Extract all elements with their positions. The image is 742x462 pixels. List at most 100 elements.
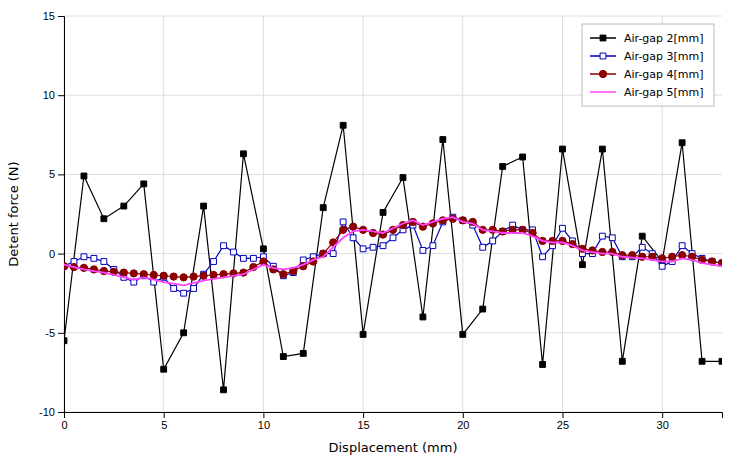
- point: [549, 237, 556, 244]
- tick-mark: [58, 412, 64, 413]
- legend-label: Air-gap 3[mm]: [624, 50, 704, 63]
- grid-line-x: [363, 16, 364, 412]
- tick: 5: [49, 168, 64, 180]
- series-line: [64, 125, 722, 390]
- legend-label: Air-gap 2[mm]: [624, 32, 704, 45]
- tick: -5: [45, 327, 64, 339]
- tick-mark: [58, 333, 64, 334]
- point: [679, 243, 685, 249]
- tick-label: 10: [43, 89, 55, 101]
- point: [150, 271, 157, 278]
- point: [300, 350, 306, 356]
- point: [211, 259, 217, 265]
- tick-label: 20: [457, 419, 469, 431]
- tick: 0: [49, 248, 64, 260]
- legend: Air-gap 2[mm] Air-gap 3[mm] Air-gap 4[mm] A…: [582, 24, 714, 106]
- tick: 10: [258, 412, 270, 431]
- tick: 15: [43, 10, 64, 22]
- tick-label: 10: [258, 419, 270, 431]
- point: [160, 272, 167, 279]
- tick: 25: [557, 412, 569, 431]
- point: [280, 354, 286, 360]
- point: [130, 270, 137, 277]
- x-axis: 051015202530: [61, 412, 722, 431]
- legend-entry: Air-gap 4[mm]: [590, 68, 704, 81]
- point: [191, 286, 197, 292]
- point: [619, 358, 625, 364]
- point: [659, 263, 665, 269]
- tick-label: -10: [39, 406, 55, 418]
- point: [370, 244, 376, 250]
- point: [490, 238, 496, 244]
- point: [460, 331, 466, 337]
- point: [699, 358, 705, 364]
- point: [349, 223, 356, 230]
- point: [599, 248, 606, 255]
- tick-mark: [263, 412, 264, 418]
- grid-line-x: [562, 16, 563, 412]
- legend-label: Air-gap 5[mm]: [624, 86, 704, 99]
- point: [639, 233, 645, 239]
- point: [609, 235, 615, 241]
- tick: -10: [39, 406, 64, 418]
- point: [380, 210, 386, 216]
- point: [64, 338, 67, 344]
- point: [170, 273, 177, 280]
- point: [190, 273, 197, 280]
- point: [499, 228, 506, 235]
- point: [340, 122, 346, 128]
- tick-label: 25: [557, 419, 569, 431]
- point: [330, 251, 336, 257]
- grid-line-y: [64, 16, 722, 17]
- chart: 051015202530-10-5051015Air-gap 2[mm]Air-…: [0, 0, 742, 462]
- point: [200, 272, 207, 279]
- point: [420, 314, 426, 320]
- point: [181, 330, 187, 336]
- tick-mark: [58, 254, 64, 255]
- tick: 30: [657, 412, 669, 431]
- tick: 20: [457, 412, 469, 431]
- point: [120, 269, 127, 276]
- point: [440, 137, 446, 143]
- tick-mark: [58, 16, 64, 17]
- legend-box: [582, 24, 714, 106]
- point: [520, 154, 526, 160]
- axis-line: [58, 17, 65, 413]
- grid-line-x: [263, 16, 264, 412]
- grid-line-x: [163, 16, 164, 412]
- point: [679, 140, 685, 146]
- point: [480, 244, 486, 250]
- point: [201, 203, 207, 209]
- grid-line-y: [64, 174, 722, 175]
- marks: [64, 122, 722, 392]
- tick-label: 0: [49, 248, 55, 260]
- legend-swatch: [590, 91, 616, 93]
- tick-label: 30: [657, 419, 669, 431]
- tick-mark: [58, 174, 64, 175]
- tick-mark: [463, 412, 464, 418]
- plot: 051015202530-10-5051015Air-gap 2[mm]Air-…: [39, 10, 726, 431]
- tick-label: 5: [49, 168, 55, 180]
- point: [81, 173, 87, 179]
- point: [560, 146, 566, 152]
- legend-label: Air-gap 4[mm]: [624, 68, 704, 81]
- series-markers: [64, 215, 722, 281]
- series-markers: [64, 122, 722, 392]
- tick: 0: [61, 412, 67, 431]
- point: [241, 151, 247, 157]
- point: [221, 387, 227, 393]
- point: [300, 257, 306, 263]
- tick-label: 15: [357, 419, 369, 431]
- point: [339, 226, 346, 233]
- series-line: [64, 217, 722, 293]
- legend-entry: Air-gap 5[mm]: [590, 86, 704, 99]
- point: [560, 225, 566, 231]
- point: [500, 164, 506, 170]
- point: [719, 358, 722, 364]
- tick-mark: [363, 412, 364, 418]
- legend-marker: [600, 35, 606, 41]
- tick-label: 0: [61, 419, 67, 431]
- point: [180, 274, 187, 281]
- tick: 15: [357, 412, 369, 431]
- point: [340, 219, 346, 225]
